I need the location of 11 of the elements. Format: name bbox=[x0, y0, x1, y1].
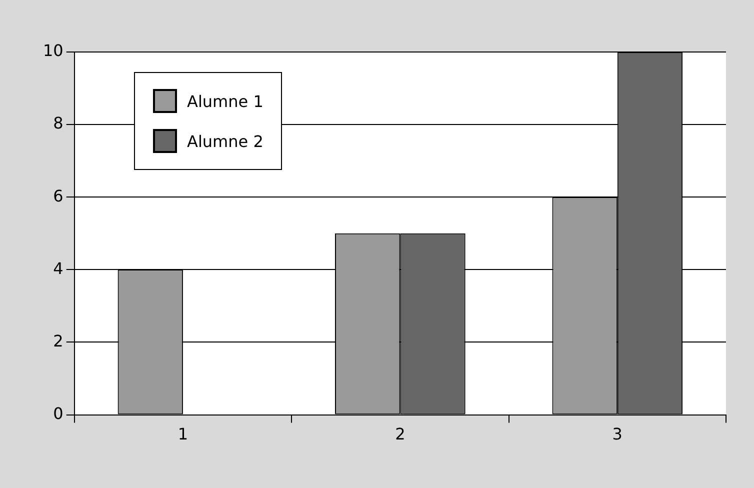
x-tick-label: 3 bbox=[612, 424, 622, 444]
legend-label: Alumne 2 bbox=[187, 132, 264, 150]
x-tick-label: 2 bbox=[395, 424, 406, 444]
y-tick-label: 10 bbox=[43, 41, 64, 60]
y-tick-label: 8 bbox=[53, 114, 64, 133]
legend-label: Alumne 1 bbox=[187, 92, 264, 110]
y-tick-label: 0 bbox=[53, 404, 64, 423]
y-tick-label: 6 bbox=[53, 186, 64, 206]
x-tick-label: 1 bbox=[178, 424, 188, 444]
y-tick-label: 4 bbox=[53, 258, 64, 278]
y-tick-label: 2 bbox=[53, 331, 64, 350]
